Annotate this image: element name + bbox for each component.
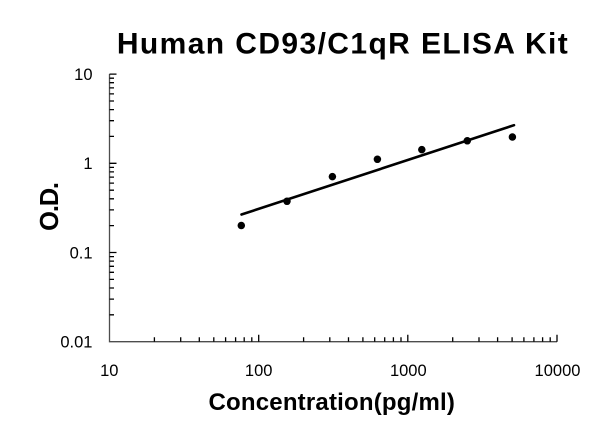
svg-text:Concentration(pg/ml): Concentration(pg/ml) [208, 389, 455, 416]
svg-text:100: 100 [245, 362, 273, 380]
svg-text:0.01: 0.01 [60, 334, 92, 352]
svg-text:1000: 1000 [390, 362, 427, 380]
svg-text:1: 1 [83, 155, 92, 173]
svg-text:Human CD93/C1qR ELISA Kit: Human CD93/C1qR ELISA Kit [117, 28, 569, 61]
svg-text:10000: 10000 [535, 362, 581, 380]
svg-text:0.1: 0.1 [70, 244, 93, 262]
svg-text:O.D.: O.D. [36, 183, 64, 231]
svg-text:10: 10 [74, 66, 92, 84]
svg-text:10: 10 [100, 362, 118, 380]
